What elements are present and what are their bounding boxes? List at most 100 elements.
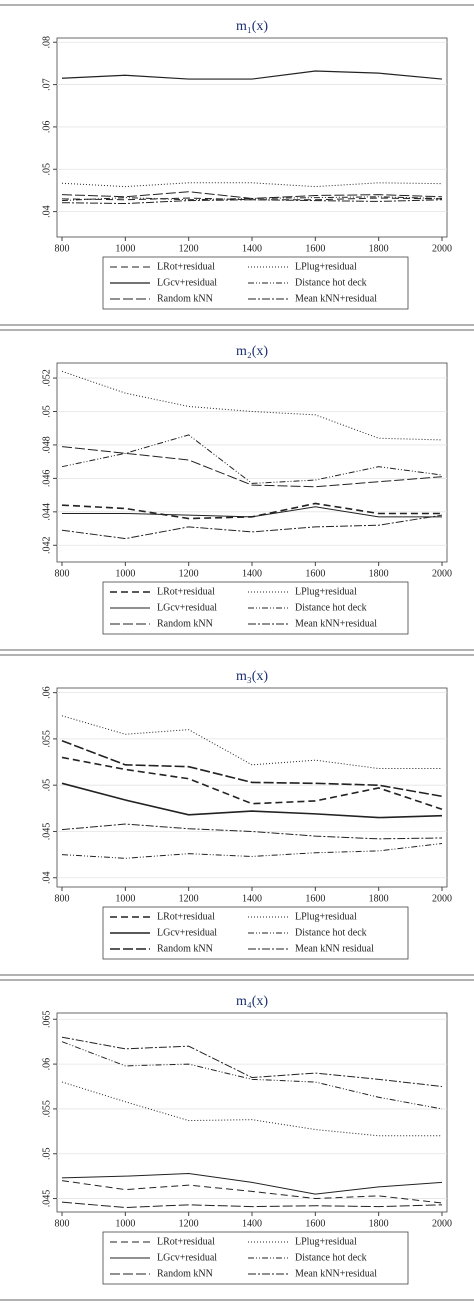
x-tick-label: 800 bbox=[55, 893, 70, 904]
x-tick-label: 1000 bbox=[115, 1218, 135, 1229]
x-tick-label: 2000 bbox=[432, 568, 452, 579]
x-tick-label: 1800 bbox=[369, 568, 389, 579]
series-line bbox=[61, 199, 443, 205]
x-tick-label: 1000 bbox=[115, 893, 135, 904]
y-tick-label: .048 bbox=[41, 436, 52, 454]
legend-label: LGcv+residual bbox=[157, 277, 217, 288]
y-tick-label: .042 bbox=[41, 537, 52, 555]
series-line bbox=[61, 70, 443, 80]
y-tick-label: .06 bbox=[41, 686, 52, 699]
x-tick-label: 1000 bbox=[115, 243, 135, 254]
legend-label: Random kNN bbox=[157, 293, 213, 304]
legend-label: LRot+residual bbox=[157, 586, 215, 597]
legend-label: LPlug+residual bbox=[295, 911, 357, 922]
chart-panel: m₄(x) .045 .05 .055 .06 .065 800 1000 1200 1400 16… bbox=[0, 979, 474, 1301]
legend-label: LGcv+residual bbox=[157, 1252, 217, 1263]
x-tick-label: 1400 bbox=[242, 1218, 262, 1229]
chart-panel: m₃(x) .04 .045 .05 .055 .06 800 1000 1200 1400 160… bbox=[0, 654, 474, 976]
x-tick-label: 1400 bbox=[242, 893, 262, 904]
x-tick-label: 1800 bbox=[369, 243, 389, 254]
x-tick-label: 1000 bbox=[115, 568, 135, 579]
series-line bbox=[61, 715, 442, 770]
legend-label: Distance hot deck bbox=[295, 602, 367, 613]
x-tick-label: 1400 bbox=[242, 568, 262, 579]
x-tick-label: 1600 bbox=[305, 243, 325, 254]
series-line bbox=[62, 506, 442, 518]
x-tick-label: 1600 bbox=[305, 568, 325, 579]
legend-label: Mean kNN residual bbox=[295, 943, 374, 954]
legend-label: LGcv+residual bbox=[157, 602, 217, 613]
x-tick-label: 1800 bbox=[369, 1218, 389, 1229]
legend-label: LRot+residual bbox=[157, 261, 215, 272]
legend-label: LGcv+residual bbox=[157, 927, 217, 938]
legend-box bbox=[102, 581, 409, 635]
y-tick-label: .06 bbox=[41, 1058, 52, 1071]
x-tick-label: 1600 bbox=[305, 893, 325, 904]
y-tick-label: .04 bbox=[41, 871, 52, 884]
y-tick-label: .06 bbox=[41, 121, 52, 133]
chart-title: m₄(x) bbox=[236, 994, 268, 1009]
legend-label: LRot+residual bbox=[157, 1236, 215, 1247]
y-tick-label: .08 bbox=[41, 36, 52, 49]
y-tick-label: .065 bbox=[41, 1011, 52, 1029]
series-line bbox=[61, 782, 443, 819]
x-tick-label: 2000 bbox=[432, 1218, 452, 1229]
legend-box bbox=[102, 256, 409, 310]
series-line bbox=[61, 843, 443, 859]
y-tick-label: .04 bbox=[41, 205, 52, 218]
legend-label: Mean kNN+residual bbox=[295, 618, 377, 629]
chart-panel: m₁(x) .04 .05 .06 .07 .08 800 1000 1200 1400 1600 1… bbox=[0, 4, 474, 326]
x-tick-label: 1200 bbox=[179, 893, 199, 904]
legend-box bbox=[102, 906, 409, 960]
legend-label: LPlug+residual bbox=[295, 1236, 357, 1247]
x-tick-label: 800 bbox=[55, 1218, 70, 1229]
series-line bbox=[61, 197, 443, 201]
y-tick-label: .055 bbox=[41, 730, 52, 748]
series-line bbox=[61, 1172, 443, 1195]
x-tick-label: 800 bbox=[55, 243, 70, 254]
series-line bbox=[61, 823, 443, 840]
legend-label: LPlug+residual bbox=[295, 586, 357, 597]
x-tick-label: 1400 bbox=[242, 243, 262, 254]
x-tick-label: 2000 bbox=[432, 243, 452, 254]
legend-label: Random kNN bbox=[157, 943, 213, 954]
series-line bbox=[61, 1201, 443, 1209]
x-tick-label: 1600 bbox=[305, 1218, 325, 1229]
x-tick-label: 1200 bbox=[179, 1218, 199, 1229]
x-tick-label: 2000 bbox=[432, 893, 452, 904]
legend-box bbox=[102, 1231, 409, 1285]
y-tick-label: .05 bbox=[41, 1147, 52, 1160]
legend-label: LPlug+residual bbox=[295, 261, 357, 272]
legend-label: Random kNN bbox=[157, 618, 213, 629]
y-tick-label: .045 bbox=[41, 1190, 52, 1208]
series-line bbox=[61, 1081, 442, 1137]
y-tick-label: .055 bbox=[41, 1100, 52, 1118]
y-tick-label: .045 bbox=[41, 823, 52, 841]
chart-panel: m₂(x) .042 .044 .046 .048 .05 .052 800 1000 1200 1… bbox=[0, 329, 474, 651]
y-tick-label: .05 bbox=[41, 163, 52, 176]
series-line bbox=[61, 756, 443, 811]
series-line bbox=[61, 434, 443, 484]
legend-label: Distance hot deck bbox=[295, 1252, 367, 1263]
legend-label: Random kNN bbox=[157, 1268, 213, 1279]
chart-title: m₁(x) bbox=[236, 19, 268, 34]
legend-label: LRot+residual bbox=[157, 911, 215, 922]
series-line bbox=[61, 1041, 443, 1110]
series-line bbox=[61, 514, 443, 540]
y-tick-label: .05 bbox=[41, 779, 52, 792]
legend-label: Mean kNN+residual bbox=[295, 293, 377, 304]
y-tick-label: .052 bbox=[41, 369, 52, 387]
series-line bbox=[61, 191, 443, 199]
legend-label: Distance hot deck bbox=[295, 277, 367, 288]
x-tick-label: 1200 bbox=[179, 568, 199, 579]
y-tick-label: .044 bbox=[41, 503, 52, 520]
y-tick-label: .07 bbox=[41, 78, 52, 91]
series-line bbox=[61, 740, 443, 798]
series-line bbox=[61, 1036, 443, 1088]
series-line bbox=[61, 370, 443, 441]
chart-title: m₂(x) bbox=[236, 344, 268, 359]
y-tick-label: .05 bbox=[41, 405, 52, 418]
series-line bbox=[61, 446, 443, 488]
